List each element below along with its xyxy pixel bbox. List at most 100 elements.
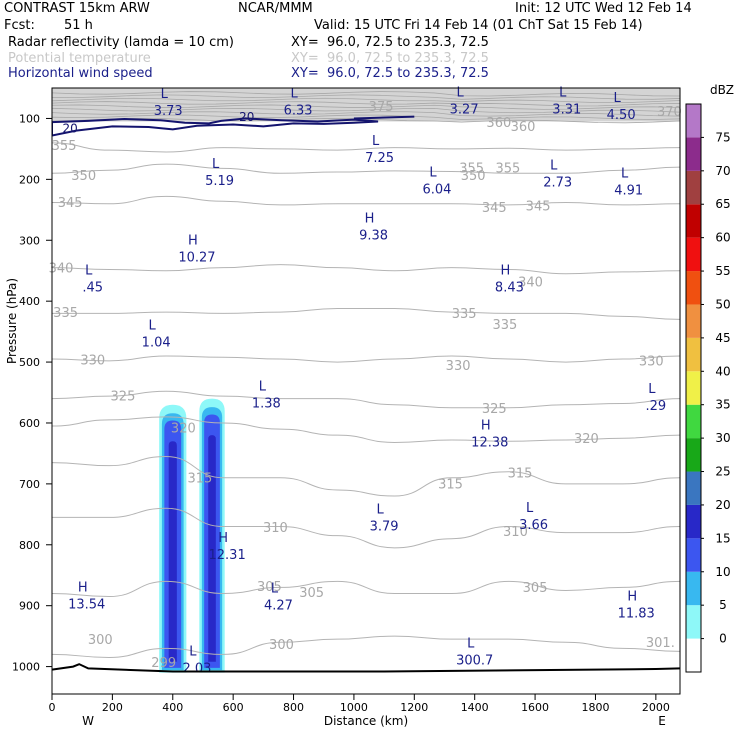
theta-contour-320 (52, 416, 680, 443)
theta-layer (52, 142, 680, 658)
plot-frame (51, 87, 681, 695)
upper-theta-line-0 (52, 91, 680, 97)
theta-label: 330 (446, 359, 471, 374)
extremum-marker-H: H (188, 233, 198, 248)
colorbar-label: 55 (715, 264, 730, 278)
theta-label: 315 (188, 472, 213, 487)
theta-label: 301. (646, 636, 675, 651)
x-tick-label: 1200 (400, 701, 428, 714)
theta-contour-355 (52, 142, 680, 153)
colorbar: 0 5 10 15 20 25 30 35 40 45 50 55 60 65 70 75 dBZ (685, 83, 734, 673)
extremum-value: 3.31 (552, 102, 581, 117)
colorbar-swatch (686, 104, 701, 138)
extremum-value: 6.04 (422, 183, 451, 198)
theta-label: 335 (452, 307, 477, 322)
theta-label: 335 (492, 318, 517, 333)
extremum-marker-L: L (467, 636, 475, 651)
theta-label: 320 (171, 422, 196, 437)
theta-label: 305 (257, 580, 282, 595)
field-theta-name: Potential temperature (8, 51, 151, 66)
wind-contour-20-tail (353, 115, 415, 120)
extremum-value: 3.66 (519, 518, 548, 533)
extremum-marker-L: L (271, 582, 279, 597)
theta-label: 350 (71, 169, 96, 184)
theta-label: 320 (574, 432, 599, 447)
theta-label: 375 (369, 100, 394, 115)
colorbar-label: 30 (715, 431, 730, 445)
theta-label: 310 (503, 525, 528, 540)
y-tick-label: 500 (19, 356, 40, 369)
upper-theta-line-8 (52, 117, 680, 124)
theta-label: 345 (482, 201, 507, 216)
theta-contour-340 (52, 264, 680, 275)
colorbar-swatch (686, 170, 701, 205)
x-tick-label: 800 (283, 701, 304, 714)
theta-label: 305 (523, 581, 548, 596)
y-tick-label: 700 (19, 478, 40, 491)
colorbar-label: 15 (715, 531, 730, 545)
theta-contour-310 (52, 507, 680, 549)
colorbar-label: 0 (719, 632, 727, 646)
upper-theta-line-4 (52, 104, 680, 110)
theta-label: 355 (459, 162, 484, 177)
x-tick-label: 2000 (642, 701, 670, 714)
colorbar-label: 60 (715, 231, 730, 245)
theta-label: 345 (58, 196, 83, 211)
x-tick-label: 400 (162, 701, 183, 714)
init-time: Init: 12 UTC Wed 12 Feb 14 (515, 1, 692, 16)
theta-contour-330 (52, 355, 680, 363)
extremum-marker-L: L (457, 85, 465, 100)
colorbar-swatch (686, 204, 701, 238)
extremum-marker-L: L (376, 502, 384, 517)
x-tick-label: 200 (102, 701, 123, 714)
extremum-value: 6.33 (284, 103, 313, 118)
colorbar-swatch (686, 404, 701, 439)
extremum-marker-L: L (212, 157, 220, 172)
theta-contour-300 (52, 635, 680, 658)
theta-label: 325 (111, 389, 136, 404)
x-tick-label: 1000 (340, 701, 368, 714)
colorbar-swatch (686, 271, 701, 305)
theta-contour-315 (52, 455, 680, 497)
colorbar-swatch (686, 538, 701, 572)
field-reflectivity-xy: XY= 96.0, 72.5 to 235.3, 72.5 (291, 35, 489, 50)
extremum-value: 9.38 (359, 228, 388, 243)
upper-theta-line-6 (52, 111, 680, 117)
theta-label: 300 (269, 638, 294, 653)
theta-contour-305 (52, 580, 680, 598)
upper-theta-line-5 (52, 107, 680, 114)
theta-contour-325 (52, 390, 680, 409)
extremum-value: 300.7 (456, 653, 493, 668)
reflectivity-core-1-level-4 (208, 435, 216, 662)
colorbar-swatch (686, 438, 701, 472)
y-tick-label: 400 (19, 295, 40, 308)
colorbar-label: 40 (715, 364, 730, 378)
colorbar-swatch (686, 471, 701, 505)
x-end-label-east: E (658, 714, 666, 728)
theta-label: 315 (438, 478, 463, 493)
colorbar-swatch (686, 638, 701, 672)
colorbar-label: 75 (715, 130, 730, 144)
colorbar-frame (685, 103, 702, 673)
extremum-marker-H: H (627, 590, 637, 605)
model-title: CONTRAST 15km ARW (4, 1, 150, 16)
extremum-value: .29 (646, 399, 667, 414)
extremum-marker-L: L (526, 501, 534, 516)
extremum-marker-L: L (85, 264, 93, 279)
extremum-marker-L: L (372, 134, 380, 149)
upper-theta-line-7 (52, 114, 680, 120)
colorbar-label: 35 (715, 398, 730, 412)
extremum-marker-H: H (78, 580, 88, 595)
colorbar-swatch (686, 304, 701, 338)
extremum-value: 3.79 (370, 519, 399, 534)
colorbar-label: 20 (715, 498, 730, 512)
theta-label: 370 (657, 105, 682, 120)
extremum-marker-L: L (621, 166, 629, 181)
upper-theta-line-1 (52, 94, 680, 100)
theta-label: 330 (639, 355, 664, 370)
extremum-marker-L: L (149, 319, 157, 334)
extremum-value: 2.03 (182, 661, 211, 676)
